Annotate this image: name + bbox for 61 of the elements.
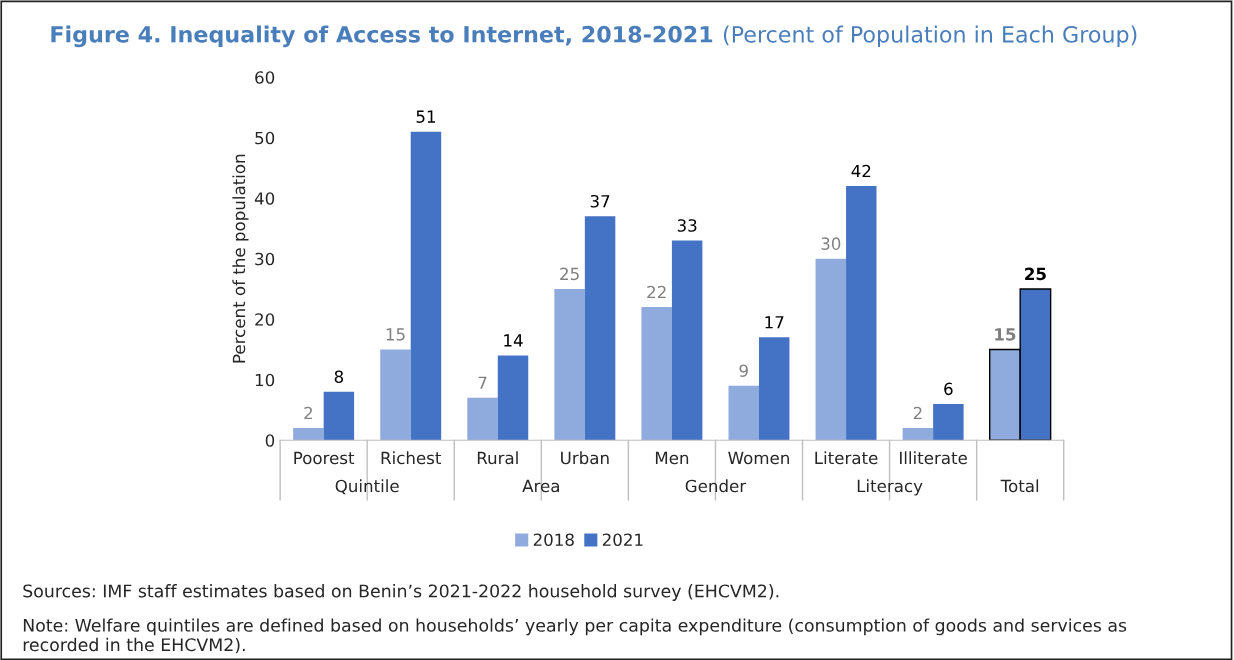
data-label: 15 xyxy=(386,328,405,341)
x-tick-label: Richest xyxy=(381,451,442,465)
y-tick-label: 40 xyxy=(254,192,275,205)
text: Literacy xyxy=(857,479,923,496)
data-label: 8 xyxy=(334,370,344,384)
text: Note: Welfare quintiles are defined based on households’ yearly per capita expenditure (consumption of goods and services as recorded in the EHCVM2). xyxy=(23,618,1127,654)
legend-label: 2018 xyxy=(533,533,574,547)
data-label: 2 xyxy=(913,406,922,420)
data-label: 51 xyxy=(416,110,436,123)
bar xyxy=(467,397,498,441)
text: Area xyxy=(522,479,559,493)
bar xyxy=(380,349,411,441)
data-label: 37 xyxy=(590,194,610,208)
data-label: 25 xyxy=(1025,267,1046,281)
y-tick-label: 50 xyxy=(255,131,275,145)
bar xyxy=(815,258,847,441)
data-label: 22 xyxy=(647,285,666,299)
x-tick-label: Men xyxy=(655,451,689,465)
bar xyxy=(293,428,324,441)
text: Gender xyxy=(685,479,747,493)
bar xyxy=(497,355,529,441)
bar xyxy=(758,337,790,441)
text: Total xyxy=(1000,479,1039,493)
y-axis-title: Percent of the population xyxy=(232,154,249,363)
x-tick-label: Illiterate xyxy=(900,451,967,465)
bar xyxy=(902,428,934,441)
y-tick-label: 10 xyxy=(255,373,275,387)
x-tick-label: Literate xyxy=(815,451,878,465)
data-label: 30 xyxy=(821,237,841,250)
bar xyxy=(671,240,703,441)
y-tick-label: 30 xyxy=(255,252,275,266)
bar xyxy=(584,216,616,441)
source-note: Sources: IMF staff estimates based on Benin’s 2021-2022 household survey (EHCVM2). xyxy=(23,584,779,601)
y-tick-label: 60 xyxy=(255,71,275,84)
data-label: 42 xyxy=(851,164,871,178)
data-label: 9 xyxy=(739,364,748,377)
legend-label: 2021 xyxy=(602,533,643,547)
data-label: 6 xyxy=(944,382,953,396)
bar xyxy=(846,186,877,441)
x-tick-label: Women xyxy=(728,451,789,465)
chart-subtitle: (Percent of Population in Each Group) xyxy=(723,25,1137,48)
x-tick-label: Rural xyxy=(477,451,518,465)
data-label: 7 xyxy=(478,376,487,389)
data-label: 33 xyxy=(677,219,697,232)
bar xyxy=(933,403,964,441)
data-label: 25 xyxy=(560,267,579,281)
data-label: 2 xyxy=(304,406,313,420)
data-label: 14 xyxy=(504,334,523,347)
bar xyxy=(728,385,759,441)
x-tick-label: Poorest xyxy=(294,451,355,465)
y-tick-label: 0 xyxy=(265,434,275,447)
x-tick-label: Urban xyxy=(561,451,609,465)
bar xyxy=(323,391,355,441)
text: Quintile xyxy=(335,479,399,495)
data-label: 17 xyxy=(765,316,784,329)
chart-title: Figure 4. Inequality of Access to Internet, 2018-2021 xyxy=(51,25,713,48)
data-label: 15 xyxy=(995,328,1016,341)
bar xyxy=(410,131,442,441)
y-tick-label: 20 xyxy=(255,313,275,326)
bar xyxy=(554,288,585,441)
bar xyxy=(641,307,672,441)
